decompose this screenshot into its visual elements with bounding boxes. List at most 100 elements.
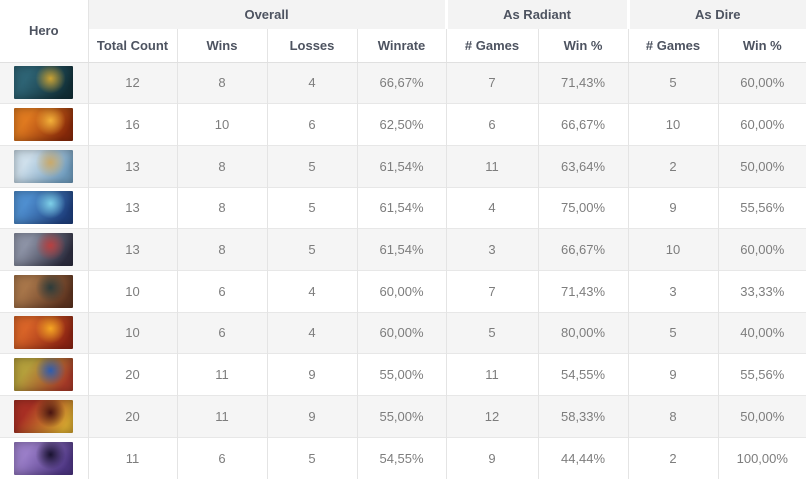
radiant-games-cell: 7	[445, 62, 539, 104]
dire-games-cell: 8	[627, 395, 719, 438]
winrate-cell: 55,00%	[356, 395, 447, 438]
column-header-radiant-games[interactable]: # Games	[445, 29, 539, 63]
table-header: Hero Overall As Radiant As Dire Total Co…	[0, 0, 806, 63]
wins-cell: 8	[176, 62, 267, 104]
table-row: 13 8 5 61,54% 11 63,64% 2 50,00%	[0, 144, 806, 188]
table-row: 13 8 5 61,54% 4 75,00% 9 55,56%	[0, 186, 806, 229]
total-count-cell: 20	[87, 353, 177, 396]
dire-games-cell: 10	[627, 103, 719, 146]
column-header-dire-win[interactable]: Win %	[717, 29, 806, 63]
dire-win-cell: 40,00%	[717, 311, 806, 354]
group-header-as-radiant: As Radiant	[444, 0, 629, 29]
hero-cell	[0, 269, 88, 313]
group-header-row: Hero Overall As Radiant As Dire	[0, 0, 806, 63]
radiant-games-cell: 7	[445, 269, 539, 313]
total-count-cell: 10	[87, 311, 177, 354]
radiant-games-cell: 11	[445, 353, 539, 396]
wins-cell: 8	[176, 186, 267, 229]
dire-games-cell: 2	[627, 436, 719, 479]
dire-win-cell: 55,56%	[717, 353, 806, 396]
hero-thumbnail-centaur-warrunner[interactable]	[14, 274, 74, 308]
losses-cell: 6	[266, 103, 357, 146]
hero-thumbnail-vengeful-spirit[interactable]	[14, 233, 74, 267]
losses-cell: 5	[266, 144, 357, 188]
losses-cell: 4	[266, 269, 357, 313]
dire-win-cell: 100,00%	[717, 436, 806, 479]
dire-win-cell: 60,00%	[717, 228, 806, 271]
hero-cell	[0, 395, 88, 438]
column-header-dire-games[interactable]: # Games	[627, 29, 719, 63]
hero-thumbnail-crystal-maiden[interactable]	[14, 149, 74, 183]
dire-games-cell: 10	[627, 228, 719, 271]
group-header-as-dire: As Dire	[626, 0, 806, 29]
hero-thumbnail-ember-spirit[interactable]	[14, 316, 74, 350]
wins-cell: 8	[176, 228, 267, 271]
total-count-cell: 12	[87, 62, 177, 104]
winrate-cell: 62,50%	[356, 103, 447, 146]
radiant-games-cell: 12	[445, 395, 539, 438]
hero-thumbnail-dragon-knight[interactable]	[14, 399, 74, 433]
total-count-cell: 10	[87, 269, 177, 313]
dire-games-cell: 5	[627, 311, 719, 354]
winrate-cell: 66,67%	[356, 62, 447, 104]
dire-win-cell: 60,00%	[717, 103, 806, 146]
losses-cell: 9	[266, 353, 357, 396]
radiant-win-cell: 75,00%	[537, 186, 629, 229]
column-header-radiant-win[interactable]: Win %	[537, 29, 629, 63]
column-header-total-count[interactable]: Total Count	[88, 29, 177, 63]
wins-cell: 6	[176, 269, 267, 313]
table-row: 16 10 6 62,50% 6 66,67% 10 60,00%	[0, 103, 806, 146]
wins-cell: 6	[176, 436, 267, 479]
dire-win-cell: 60,00%	[717, 62, 806, 104]
winrate-cell: 54,55%	[356, 436, 447, 479]
column-header-hero: Hero	[0, 0, 89, 63]
total-count-cell: 11	[87, 436, 177, 479]
radiant-win-cell: 63,64%	[537, 144, 629, 188]
wins-cell: 10	[176, 103, 267, 146]
winrate-cell: 60,00%	[356, 269, 447, 313]
table-row: 12 8 4 66,67% 7 71,43% 5 60,00%	[0, 62, 806, 104]
radiant-win-cell: 66,67%	[537, 228, 629, 271]
losses-cell: 5	[266, 228, 357, 271]
dire-games-cell: 9	[627, 353, 719, 396]
column-header-winrate[interactable]: Winrate	[356, 29, 447, 63]
winrate-cell: 60,00%	[356, 311, 447, 354]
winrate-cell: 61,54%	[356, 144, 447, 188]
losses-cell: 9	[266, 395, 357, 438]
radiant-games-cell: 5	[445, 311, 539, 354]
winrate-cell: 55,00%	[356, 353, 447, 396]
table-row: 20 11 9 55,00% 12 58,33% 8 50,00%	[0, 395, 806, 438]
wins-cell: 11	[176, 395, 267, 438]
radiant-games-cell: 9	[445, 436, 539, 479]
hero-thumbnail-monkey-king[interactable]	[14, 358, 74, 392]
losses-cell: 4	[266, 311, 357, 354]
hero-thumbnail-faceless-void[interactable]	[14, 441, 74, 475]
total-count-cell: 16	[87, 103, 177, 146]
hero-cell	[0, 62, 88, 104]
total-count-cell: 13	[87, 144, 177, 188]
column-header-wins[interactable]: Wins	[176, 29, 267, 63]
total-count-cell: 13	[87, 186, 177, 229]
wins-cell: 11	[176, 353, 267, 396]
losses-cell: 5	[266, 436, 357, 479]
hero-thumbnail-slark[interactable]	[14, 66, 74, 100]
radiant-games-cell: 11	[445, 144, 539, 188]
hero-thumbnail-shadow-shaman[interactable]	[14, 108, 74, 142]
hero-cell	[0, 186, 88, 229]
hero-cell	[0, 311, 88, 354]
sub-header-row: Total Count Wins Losses Winrate # Games …	[0, 29, 806, 63]
wins-cell: 8	[176, 144, 267, 188]
table-row: 20 11 9 55,00% 11 54,55% 9 55,56%	[0, 353, 806, 396]
hero-thumbnail-puck[interactable]	[14, 191, 74, 225]
total-count-cell: 13	[87, 228, 177, 271]
radiant-win-cell: 71,43%	[537, 62, 629, 104]
hero-cell	[0, 103, 88, 146]
dire-games-cell: 9	[627, 186, 719, 229]
hero-cell	[0, 436, 88, 479]
column-header-losses[interactable]: Losses	[266, 29, 357, 63]
radiant-win-cell: 80,00%	[537, 311, 629, 354]
hero-cell	[0, 144, 88, 188]
hero-cell	[0, 228, 88, 271]
table-row: 10 6 4 60,00% 7 71,43% 3 33,33%	[0, 269, 806, 313]
